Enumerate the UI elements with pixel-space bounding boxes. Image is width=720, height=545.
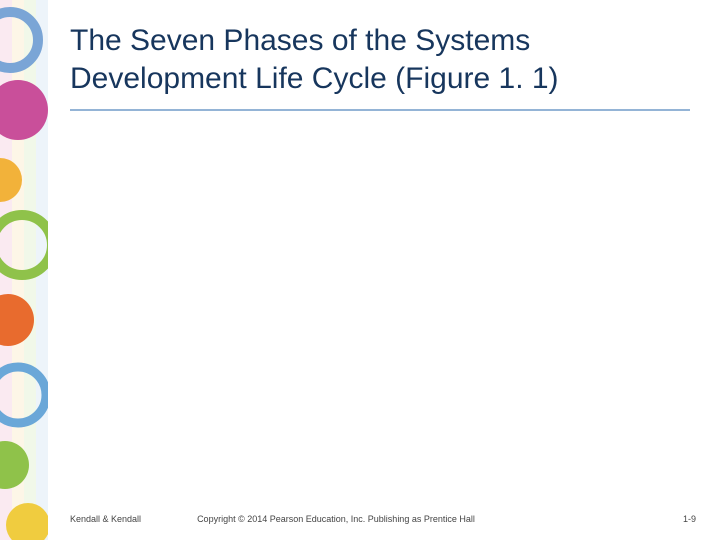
footer: Kendall & Kendall Copyright © 2014 Pears… (70, 514, 696, 524)
footer-copyright: Copyright © 2014 Pearson Education, Inc.… (197, 514, 683, 524)
slide-title: The Seven Phases of the Systems Developm… (70, 22, 690, 97)
decorative-sidebar (0, 0, 48, 540)
footer-authors: Kendall & Kendall (70, 514, 141, 524)
title-area: The Seven Phases of the Systems Developm… (70, 22, 690, 111)
footer-page-number: 1-9 (683, 514, 696, 524)
decorative-svg (0, 0, 48, 540)
title-underline (70, 109, 690, 111)
